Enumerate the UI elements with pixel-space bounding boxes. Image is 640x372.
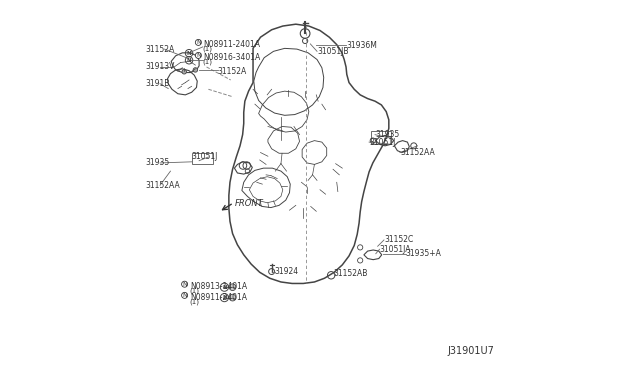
Bar (371, 131, 390, 144)
Text: 31152AA: 31152AA (145, 181, 180, 190)
Text: 31935+A: 31935+A (406, 249, 442, 258)
Bar (191, 153, 213, 164)
Text: N: N (222, 285, 227, 290)
Text: 3191B: 3191B (145, 79, 170, 88)
Text: 31935: 31935 (375, 130, 399, 139)
Circle shape (229, 284, 236, 291)
Text: N: N (196, 53, 201, 58)
Text: N08911-2401A: N08911-2401A (204, 40, 260, 49)
Circle shape (182, 70, 186, 74)
Text: J31901U7: J31901U7 (448, 346, 495, 356)
Text: 31051J: 31051J (191, 153, 218, 161)
Text: 31051J: 31051J (369, 138, 396, 147)
Text: 31152A: 31152A (145, 45, 175, 54)
Text: 31913V: 31913V (145, 62, 175, 71)
Text: N08911-2401A: N08911-2401A (190, 293, 247, 302)
Text: 31152C: 31152C (384, 235, 413, 244)
Text: N: N (182, 282, 187, 287)
Text: 31924: 31924 (275, 267, 299, 276)
Text: 31935: 31935 (145, 158, 170, 167)
Text: 31152AA: 31152AA (400, 148, 435, 157)
Text: 31051JB: 31051JB (317, 47, 349, 56)
Text: N: N (196, 40, 201, 45)
Text: N08916-3401A: N08916-3401A (204, 53, 261, 62)
Text: N: N (222, 295, 227, 300)
Text: (1): (1) (203, 59, 213, 65)
Text: (1): (1) (203, 46, 213, 52)
Text: N: N (182, 293, 187, 298)
Text: (1): (1) (189, 299, 199, 305)
Text: FRONT: FRONT (235, 199, 264, 208)
Text: 31152A: 31152A (218, 67, 247, 76)
Text: N: N (187, 51, 191, 56)
Text: 31936M: 31936M (346, 41, 377, 50)
Circle shape (193, 68, 198, 72)
Text: N: N (187, 58, 191, 63)
Circle shape (229, 294, 236, 301)
Text: 31051JA: 31051JA (380, 245, 411, 254)
Text: N08913-1401A: N08913-1401A (190, 282, 247, 291)
Text: (1): (1) (189, 288, 199, 294)
Text: 31152AB: 31152AB (333, 269, 367, 278)
